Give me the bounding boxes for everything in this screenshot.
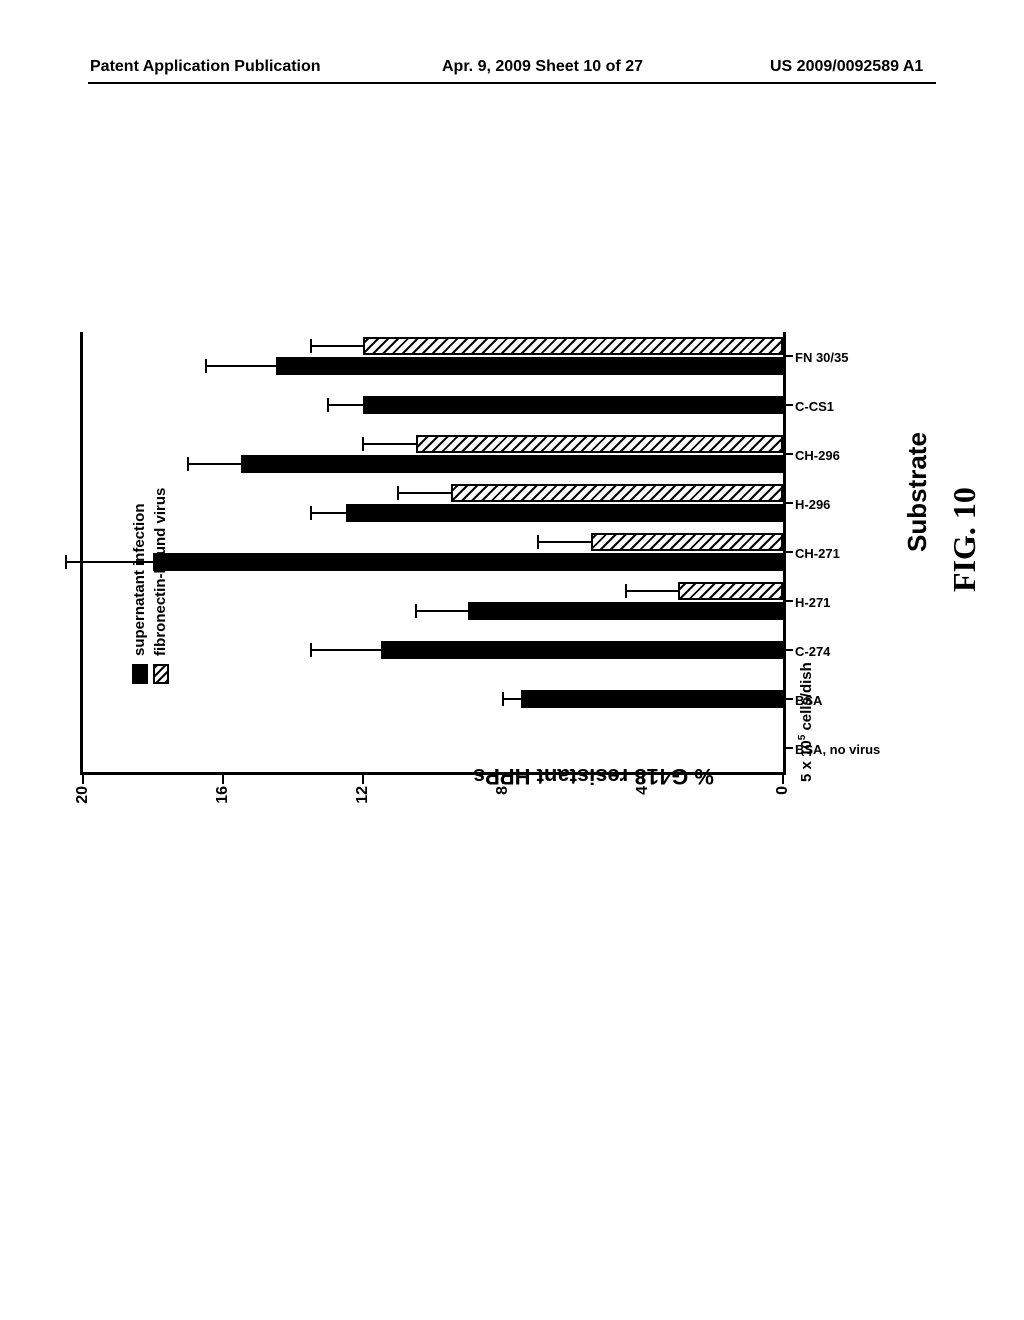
x-tick <box>783 600 793 602</box>
density-note: 5 x 105 cells/dish <box>797 662 815 782</box>
error-cap <box>625 584 627 598</box>
error-bar <box>311 512 346 514</box>
bar-solid <box>346 504 784 522</box>
legend: supernatant infection fibronectin-bound … <box>131 488 173 684</box>
legend-item-solid: supernatant infection <box>131 488 148 684</box>
density-note-exp: 5 <box>797 735 808 741</box>
x-tick <box>783 502 793 504</box>
y-tick <box>502 772 504 784</box>
y-tick <box>782 772 784 784</box>
header-left: Patent Application Publication <box>90 58 321 76</box>
y-tick-label: 20 <box>74 786 92 820</box>
x-tick <box>783 698 793 700</box>
error-bar <box>503 698 521 700</box>
header-right: US 2009/0092589 A1 <box>770 58 923 76</box>
hatch-fill <box>680 584 781 598</box>
error-cap <box>310 506 312 520</box>
error-bar <box>66 561 154 563</box>
error-bar <box>328 404 363 406</box>
header-rule <box>88 82 936 84</box>
x-tick <box>783 404 793 406</box>
x-tick-label: CH-296 <box>795 448 840 463</box>
x-tick-label: BSA, no virus <box>795 742 880 757</box>
error-bar <box>398 492 451 494</box>
legend-swatch-hatch <box>153 664 169 684</box>
bar-solid <box>241 455 784 473</box>
y-tick <box>82 772 84 784</box>
bar-solid <box>276 357 784 375</box>
y-tick-label: 16 <box>214 786 232 820</box>
error-bar <box>416 610 469 612</box>
hatch-fill <box>365 339 781 353</box>
x-tick-label: BSA <box>795 693 822 708</box>
error-bar <box>626 590 679 592</box>
error-cap <box>310 339 312 353</box>
bar-solid <box>521 690 784 708</box>
bar-hatch <box>591 533 784 551</box>
x-tick-label: H-296 <box>795 497 830 512</box>
bar-solid <box>153 553 783 571</box>
x-tick <box>783 453 793 455</box>
x-tick-label: C-274 <box>795 644 830 659</box>
error-bar <box>311 649 381 651</box>
x-tick-label: C-CS1 <box>795 399 834 414</box>
bar-hatch <box>416 435 784 453</box>
hatch-fill <box>593 535 782 549</box>
bar-solid <box>468 602 783 620</box>
error-bar <box>311 345 364 347</box>
error-cap <box>327 398 329 412</box>
bar-solid <box>381 641 784 659</box>
header-center: Apr. 9, 2009 Sheet 10 of 27 <box>442 58 643 76</box>
error-cap <box>537 535 539 549</box>
error-bar <box>538 541 591 543</box>
x-axis-title: Substrate <box>902 432 933 552</box>
y-tick <box>362 772 364 784</box>
legend-label-solid: supernatant infection <box>131 503 148 656</box>
error-bar <box>206 365 276 367</box>
bar-hatch <box>678 582 783 600</box>
error-cap <box>415 604 417 618</box>
page: Patent Application Publication Apr. 9, 2… <box>0 0 1024 1320</box>
error-cap <box>502 692 504 706</box>
x-tick <box>783 747 793 749</box>
x-tick <box>783 649 793 651</box>
y-tick-label: 4 <box>634 786 652 820</box>
y-tick-label: 8 <box>494 786 512 820</box>
x-tick-label: H-271 <box>795 595 830 610</box>
bar-hatch <box>451 484 784 502</box>
error-cap <box>362 437 364 451</box>
legend-label-hatch: fibronectin-bound virus <box>152 488 169 656</box>
y-tick-label: 0 <box>774 786 792 820</box>
y-tick <box>222 772 224 784</box>
x-tick <box>783 355 793 357</box>
figure-caption: FIG. 10 <box>946 487 983 592</box>
plot-area: supernatant infection fibronectin-bound … <box>80 332 786 775</box>
x-tick <box>783 551 793 553</box>
chart: supernatant infection fibronectin-bound … <box>40 285 900 845</box>
error-bar <box>188 463 241 465</box>
legend-swatch-solid <box>132 664 148 684</box>
y-tick <box>642 772 644 784</box>
hatch-fill <box>418 437 782 451</box>
page-header: Patent Application Publication Apr. 9, 2… <box>0 58 1024 88</box>
error-cap <box>397 486 399 500</box>
y-tick-label: 12 <box>354 786 372 820</box>
bar-hatch <box>363 337 783 355</box>
x-tick-label: FN 30/35 <box>795 350 848 365</box>
error-cap <box>65 555 67 569</box>
legend-item-hatch: fibronectin-bound virus <box>152 488 169 684</box>
x-tick-label: CH-271 <box>795 546 840 561</box>
error-cap <box>310 643 312 657</box>
error-cap <box>205 359 207 373</box>
error-bar <box>363 443 416 445</box>
error-cap <box>187 457 189 471</box>
bar-solid <box>363 396 783 414</box>
hatch-fill <box>453 486 782 500</box>
